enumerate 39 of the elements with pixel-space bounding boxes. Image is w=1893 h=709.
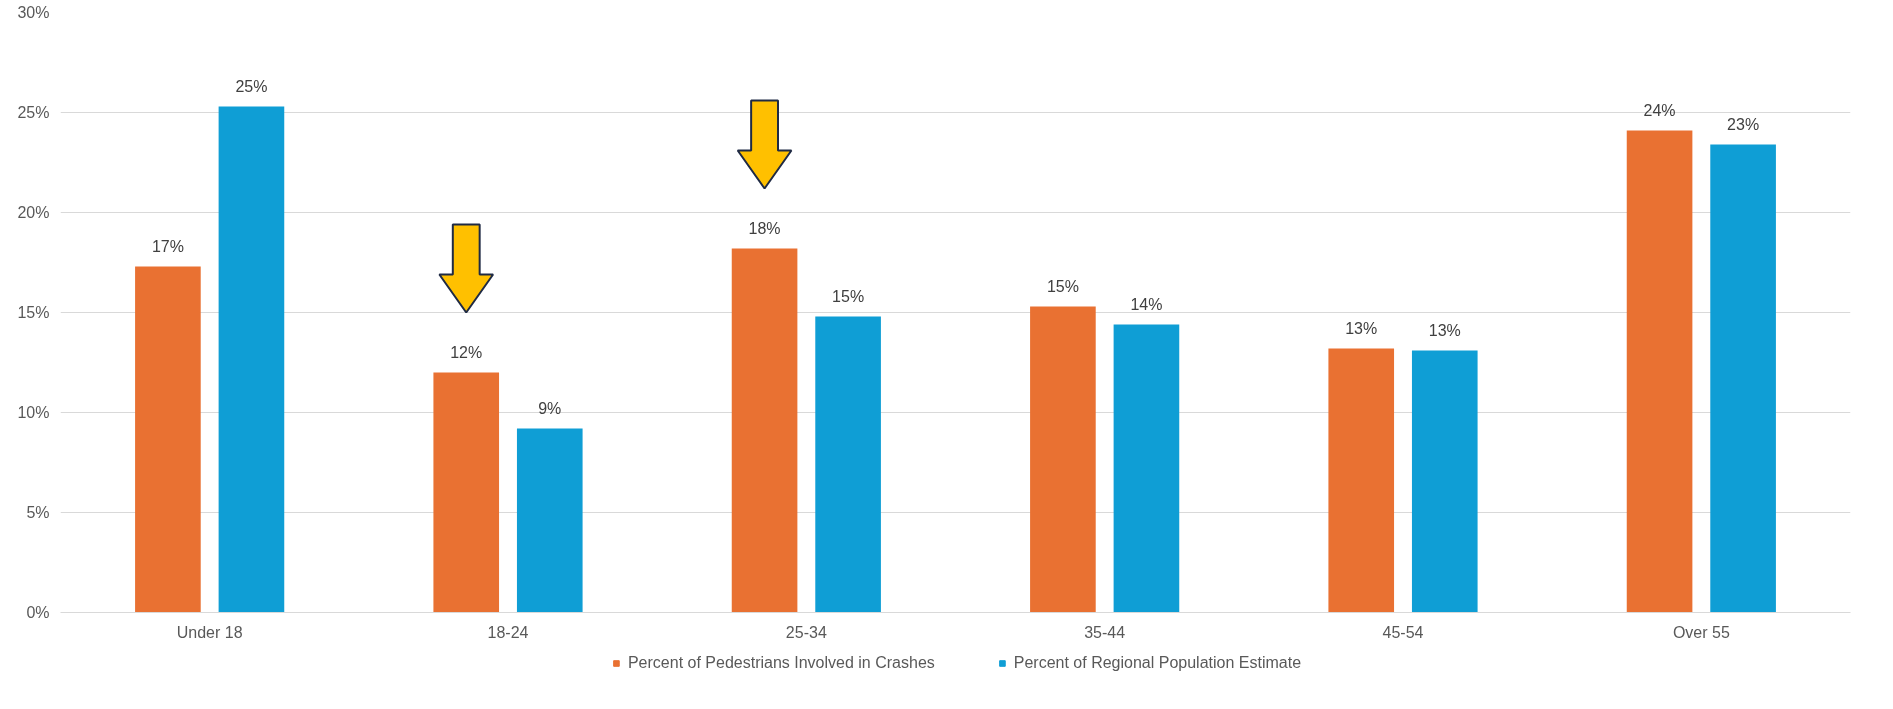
bar [516, 428, 583, 613]
bar [815, 316, 881, 613]
data-label: 17% [151, 237, 184, 255]
y-tick-label: 5% [26, 504, 50, 521]
y-tick-label: 0% [26, 604, 50, 621]
bar [731, 248, 798, 613]
bar [1710, 144, 1776, 613]
bar [433, 372, 500, 613]
data-label: 25% [235, 77, 268, 95]
x-tick-label: Over 55 [1672, 623, 1730, 641]
legend-label: Percent of Regional Population Estimate [1013, 654, 1302, 672]
bar [1113, 324, 1180, 613]
y-tick-label: 15% [17, 304, 50, 321]
y-tick-label: 20% [17, 204, 50, 221]
x-tick-label: 25-34 [785, 623, 827, 641]
data-label: 15% [1046, 277, 1079, 295]
y-tick-label: 30% [17, 4, 50, 21]
bar [218, 106, 285, 613]
y-tick-label: 10% [17, 404, 50, 421]
x-tick-label: 45-54 [1382, 623, 1424, 641]
bar [135, 266, 201, 613]
bar [1411, 350, 1478, 613]
legend-label: Percent of Pedestrians Involved in Crashes [627, 654, 935, 672]
y-tick-label: 25% [17, 104, 50, 121]
data-label: 13% [1428, 321, 1461, 339]
x-tick-label: 18-24 [487, 623, 529, 641]
bar [1626, 130, 1693, 613]
x-tick-label: Under 18 [176, 623, 243, 641]
data-label: 12% [450, 343, 483, 361]
data-label: 18% [748, 219, 781, 237]
bar [1328, 348, 1395, 613]
data-label: 24% [1643, 101, 1676, 119]
data-label: 9% [538, 399, 562, 417]
data-label: 23% [1727, 115, 1760, 133]
x-tick-label: 35-44 [1084, 623, 1126, 641]
data-label: 13% [1345, 319, 1378, 337]
data-label: 14% [1130, 295, 1163, 313]
bar [1030, 306, 1096, 613]
data-label: 15% [832, 287, 865, 305]
